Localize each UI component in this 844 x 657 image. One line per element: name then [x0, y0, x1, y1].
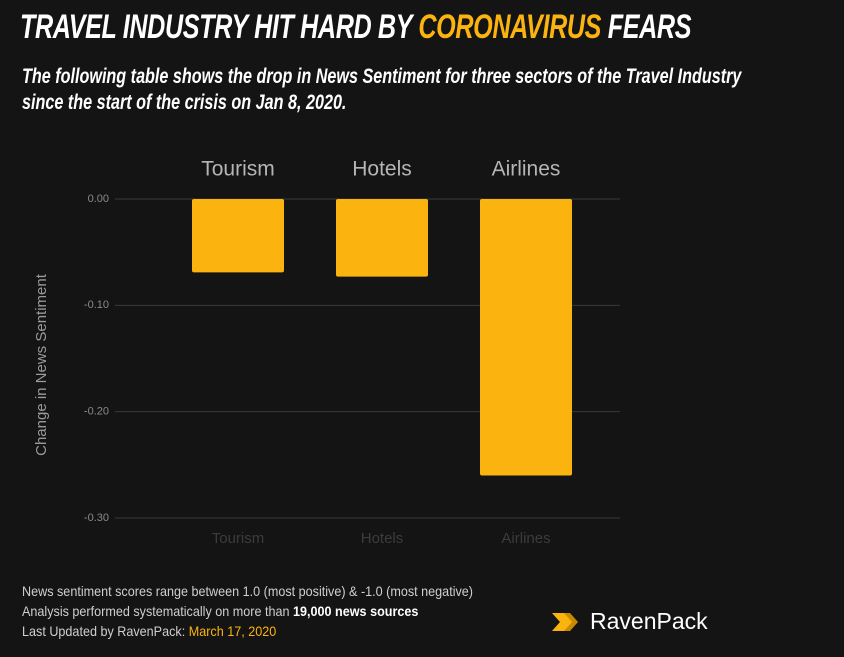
- note: Last Updated by RavenPack: March 17, 202…: [22, 621, 473, 641]
- note-text: Last Updated by RavenPack:: [22, 623, 186, 639]
- y-tick-label: -0.20: [84, 406, 109, 418]
- y-axis-label: Change in News Sentiment: [33, 273, 50, 456]
- y-tick-label: -0.30: [84, 512, 109, 524]
- category-label-top: Tourism: [201, 158, 275, 181]
- y-tick-label: -0.10: [84, 299, 109, 311]
- title-part: FEARS: [607, 8, 692, 46]
- y-tick-label: 0.00: [88, 193, 109, 205]
- category-label-top: Hotels: [352, 158, 412, 181]
- note-text: Analysis performed systematically on mor…: [22, 603, 290, 619]
- note: News sentiment scores range between 1.0 …: [22, 581, 473, 601]
- bar: [192, 199, 284, 273]
- note-text: News sentiment scores range between 1.0 …: [22, 583, 473, 599]
- title: TRAVEL INDUSTRY HIT HARD BY CORONAVIRUS …: [20, 8, 692, 47]
- bar: [480, 199, 572, 476]
- note-date: March 17, 2020: [188, 623, 277, 639]
- bar: [336, 199, 428, 277]
- x-tick-label: Airlines: [501, 530, 550, 547]
- chart: Change in News Sentiment 0.00 -0.10 -0.20 -…: [33, 158, 620, 547]
- x-tick-label: Hotels: [361, 530, 404, 547]
- subtitle: The following table shows the drop in Ne…: [22, 65, 742, 114]
- note-bold: 19,000 news sources: [293, 603, 419, 619]
- notes: News sentiment scores range between 1.0 …: [22, 581, 473, 641]
- x-tick-label: Tourism: [212, 530, 265, 547]
- note: Analysis performed systematically on mor…: [22, 601, 473, 621]
- logo: RavenPack: [552, 608, 708, 635]
- logo-text: RavenPack: [590, 608, 708, 634]
- logo-icon: [552, 612, 578, 631]
- title-highlight: CORONAVIRUS: [418, 8, 602, 46]
- category-label-top: Airlines: [492, 158, 561, 181]
- title-part: TRAVEL INDUSTRY HIT HARD BY: [20, 8, 412, 46]
